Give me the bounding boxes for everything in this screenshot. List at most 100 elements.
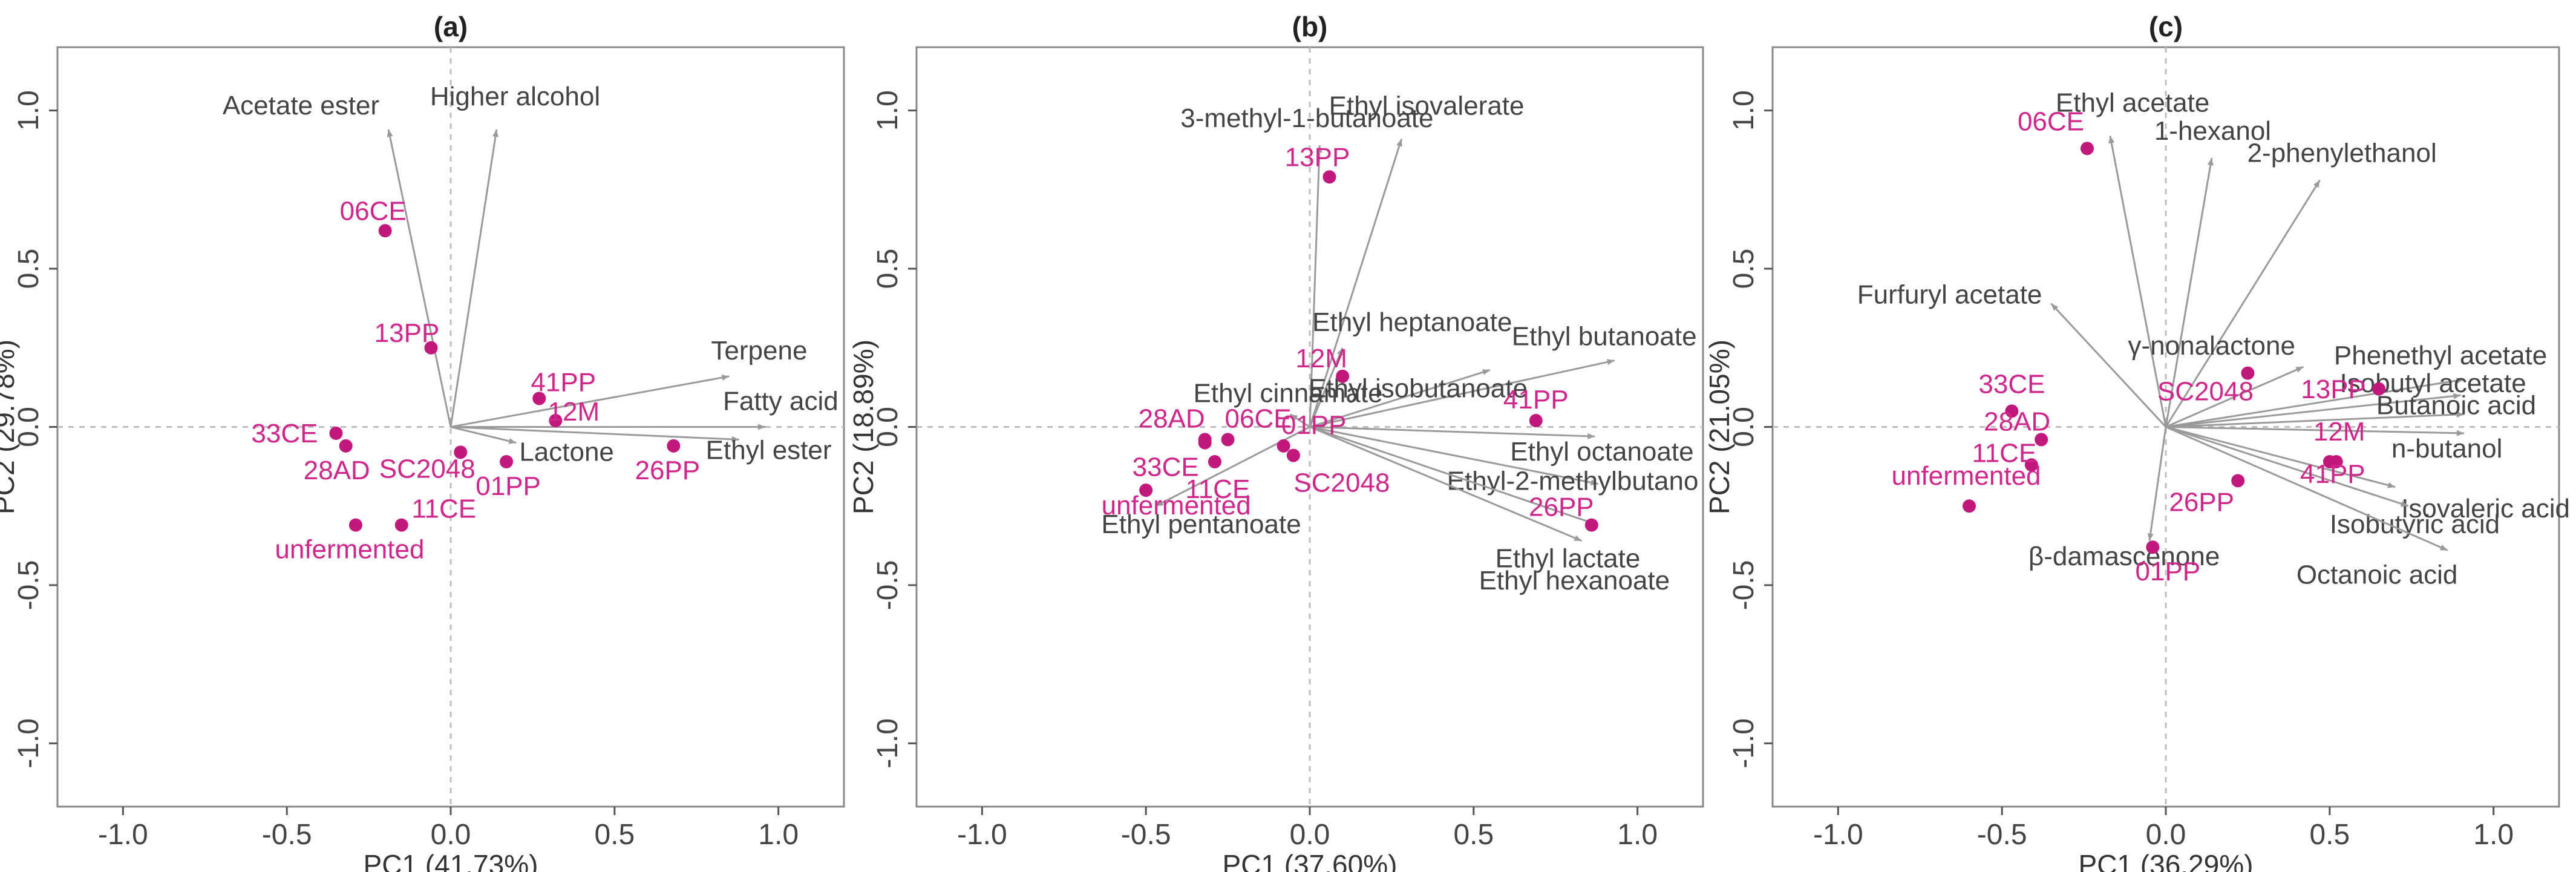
loading-vector-label: Ethyl isovalerate <box>1329 91 1525 121</box>
loading-vector <box>1309 426 1595 438</box>
sample-point <box>1139 484 1153 497</box>
loading-vector-arrowhead <box>492 129 499 137</box>
sample-label: 41PP <box>1503 385 1569 415</box>
loading-vector <box>2148 427 2167 541</box>
loading-vector-arrowhead <box>1606 359 1615 366</box>
sample-point <box>1277 439 1290 453</box>
loading-vector-arrowhead <box>2439 545 2448 551</box>
x-tick-label: 1.0 <box>1617 819 1658 851</box>
y-tick-label: -0.5 <box>872 560 904 611</box>
loading-vector-label: Higher alcohol <box>430 82 600 111</box>
loading-vector-label: Ethyl octanoate <box>1510 437 1693 467</box>
loading-vector-arrowhead <box>731 436 739 442</box>
loading-vector-label: Ethyl pentanoate <box>1101 510 1301 539</box>
x-tick-label: 0.5 <box>2309 819 2350 851</box>
loading-vector <box>2109 136 2167 427</box>
loading-vector <box>2165 426 2464 434</box>
sample-label: 13PP <box>1285 142 1350 172</box>
y-tick-label: -0.5 <box>13 560 45 611</box>
sample-point <box>2024 458 2038 472</box>
loading-vector <box>1309 426 1583 542</box>
loading-vector-label: Phenethyl acetate <box>2334 341 2547 370</box>
sample-label: unfermented <box>1102 491 1251 520</box>
sample-label: 11CE <box>1186 474 1250 504</box>
sample-label: 12M <box>1295 344 1347 373</box>
sample-point <box>394 518 408 532</box>
x-tick-label: -1.0 <box>957 819 1007 851</box>
sample-point <box>1198 436 1212 450</box>
loading-vector <box>2165 366 2304 428</box>
sample-label: 33CE <box>1133 453 1199 482</box>
loading-vector-arrowhead <box>2456 411 2464 418</box>
loading-vector-label: β-damascenone <box>2028 542 2220 571</box>
sample-point <box>378 224 392 238</box>
y-tick-label: 1.0 <box>1728 90 1760 131</box>
sample-label: 26PP <box>1529 493 1594 522</box>
y-tick-label: 0.5 <box>1728 249 1760 289</box>
x-tick-label: -1.0 <box>1813 819 1863 851</box>
loading-vector <box>2165 426 2396 488</box>
loading-vector-label: Ethyl hexanoate <box>1479 566 1670 595</box>
panel-c: -1.0 -0.5 0.0 0.5 1.0 -1.0 -0.5 0.0 0.5 1.0 (c) PC1… <box>1704 11 2570 872</box>
x-axis-label: PC1 (37.60%) <box>1223 849 1398 872</box>
y-tick-label: 1.0 <box>13 90 45 131</box>
sample-label: 12M <box>2313 417 2365 447</box>
loading-vector <box>387 129 452 427</box>
x-tick-label: 0.0 <box>431 819 471 851</box>
sample-label: 01PP <box>2136 557 2201 586</box>
loading-vector-label: Butanoic acid <box>2376 391 2536 421</box>
panel-a: -1.0 -0.5 0.0 0.5 1.0 -1.0 -0.5 0.0 0.5 1.0 (a) PC1… <box>0 11 845 872</box>
sample-label: 06CE <box>340 196 407 226</box>
y-tick-label: -0.5 <box>1728 560 1760 611</box>
loading-vector <box>450 426 739 441</box>
sample-point <box>348 518 362 532</box>
loading-vector-label: γ-nonalactone <box>2128 331 2295 361</box>
sample-label: 28AD <box>1139 404 1205 433</box>
x-tick-label: -0.5 <box>262 819 312 851</box>
x-tick-label: -0.5 <box>1977 819 2027 851</box>
loading-vector-arrowhead <box>1156 500 1164 506</box>
y-tick-label: 0.5 <box>13 249 45 289</box>
sample-label: 11CE <box>1972 438 2037 468</box>
sample-label: 26PP <box>635 456 701 485</box>
loading-vector-arrowhead <box>508 438 517 444</box>
loading-vector-label: Acetate ester <box>223 91 379 120</box>
sample-point <box>1208 455 1221 469</box>
loading-vector <box>2050 303 2167 428</box>
loading-vector <box>2165 426 2448 551</box>
y-axis-label: PC2 (21.05%) <box>1704 339 1735 514</box>
loading-vector-arrowhead <box>1574 535 1582 541</box>
sample-point <box>2231 474 2245 488</box>
loading-vector <box>2165 157 2213 427</box>
loading-vector <box>450 375 730 428</box>
loading-vector-arrowhead <box>2313 180 2320 188</box>
y-axis-label: PC2 (29.78%) <box>0 339 20 514</box>
sample-point <box>1322 170 1336 184</box>
loading-vector-label: Octanoic acid <box>2296 560 2458 589</box>
loading-vector-label: Ethyl-2-methylbutano <box>1447 467 1699 496</box>
loading-vector-arrowhead <box>1396 139 1402 147</box>
sample-point <box>329 426 343 440</box>
loading-vector <box>449 129 498 427</box>
y-tick-label: 1.0 <box>872 90 904 131</box>
loading-vector <box>1309 359 1615 428</box>
sample-label: 01PP <box>476 471 541 501</box>
loading-vector-arrowhead <box>721 375 730 381</box>
loading-vector-arrowhead <box>2108 136 2115 144</box>
sample-label: 11CE <box>411 494 476 524</box>
x-tick-label: -0.5 <box>1121 819 1171 851</box>
sample-label: SC2048 <box>1293 468 1390 498</box>
sample-point <box>500 455 514 469</box>
sample-point <box>2035 433 2048 447</box>
panel-title: (c) <box>2149 11 2183 42</box>
x-axis-label: PC1 (36.29%) <box>2079 849 2254 872</box>
loading-vector-label: Ethyl heptanoate <box>1312 307 1512 337</box>
loading-vector-arrowhead <box>1336 347 1343 356</box>
loading-vector-arrowhead <box>2387 482 2396 488</box>
sample-label: 28AD <box>304 456 370 485</box>
x-tick-label: 1.0 <box>2473 819 2514 851</box>
y-tick-label: 0.5 <box>872 249 904 289</box>
loading-vector-label: Ethyl acetate <box>2056 88 2209 117</box>
sample-point <box>2146 540 2160 554</box>
sample-label: 06CE <box>1225 404 1292 433</box>
